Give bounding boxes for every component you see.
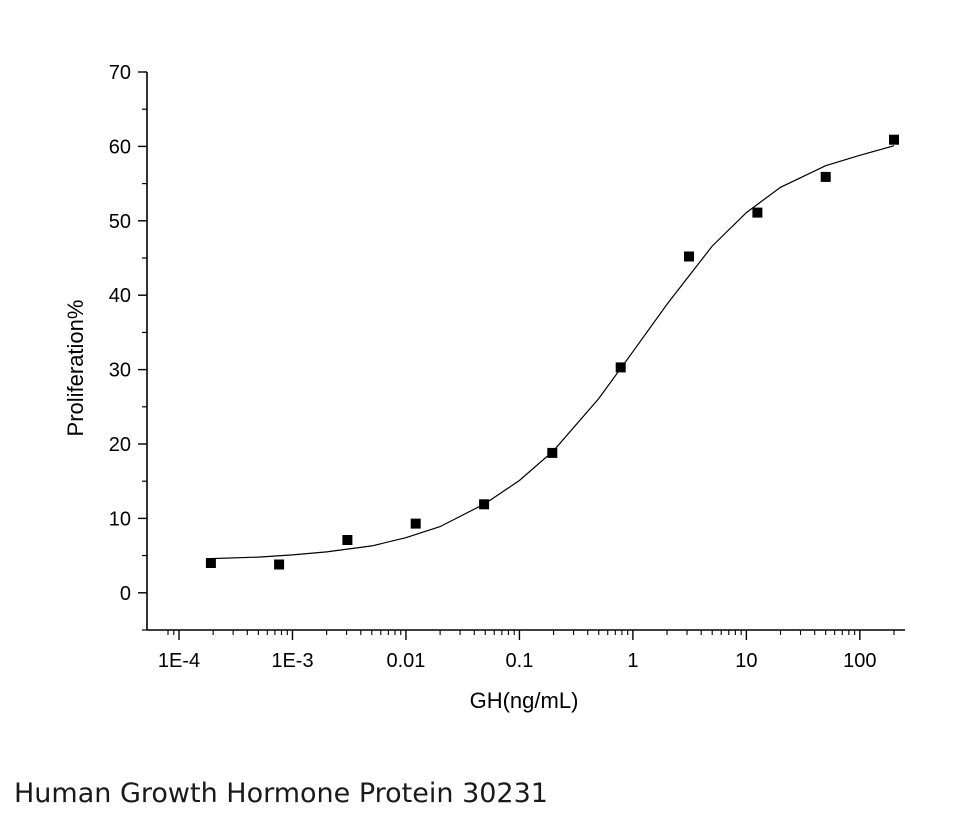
x-tick-label: 1E-3 (271, 650, 313, 672)
data-points (205, 134, 899, 570)
y-tick-label: 10 (109, 508, 131, 530)
chart: 1E-4 1E-3 0.01 0.1 1 10 100 0 10 20 30 40 50 60 70 GH… (63, 62, 905, 713)
x-tick-label: 100 (843, 650, 876, 672)
x-tick-label: 1E-4 (158, 650, 200, 672)
y-tick-label: 50 (109, 211, 131, 233)
x-tick-label: 0.1 (506, 650, 534, 672)
data-point (342, 535, 353, 545)
data-point (615, 362, 626, 373)
y-axis-ticks: 0 10 20 30 40 50 60 70 (109, 62, 147, 631)
x-tick-label: 1 (627, 650, 638, 672)
y-tick-label: 60 (109, 136, 131, 158)
data-point (479, 499, 490, 510)
x-axis-ticks: 1E-4 1E-3 0.01 0.1 1 10 100 (158, 630, 895, 672)
y-axis-title: Proliferation% (63, 300, 88, 437)
y-tick-label: 40 (109, 285, 131, 307)
figure-caption: Human Growth Hormone Protein 30231 (14, 778, 548, 809)
data-point (410, 518, 421, 529)
y-tick-label: 0 (120, 583, 131, 605)
data-point (889, 134, 899, 145)
y-tick-label: 20 (109, 434, 131, 456)
x-tick-label: 0.01 (386, 650, 425, 672)
y-tick-label: 30 (109, 360, 131, 382)
data-point (274, 559, 285, 570)
data-point (547, 447, 558, 458)
x-tick-label: 10 (735, 650, 757, 672)
x-axis-title: GH(ng/mL) (470, 688, 579, 713)
data-point (752, 207, 763, 218)
data-point (205, 558, 216, 568)
y-tick-label: 70 (109, 62, 131, 84)
fit-curve (210, 145, 895, 560)
axes (146, 72, 905, 631)
data-point (684, 251, 694, 262)
data-point (820, 171, 831, 182)
